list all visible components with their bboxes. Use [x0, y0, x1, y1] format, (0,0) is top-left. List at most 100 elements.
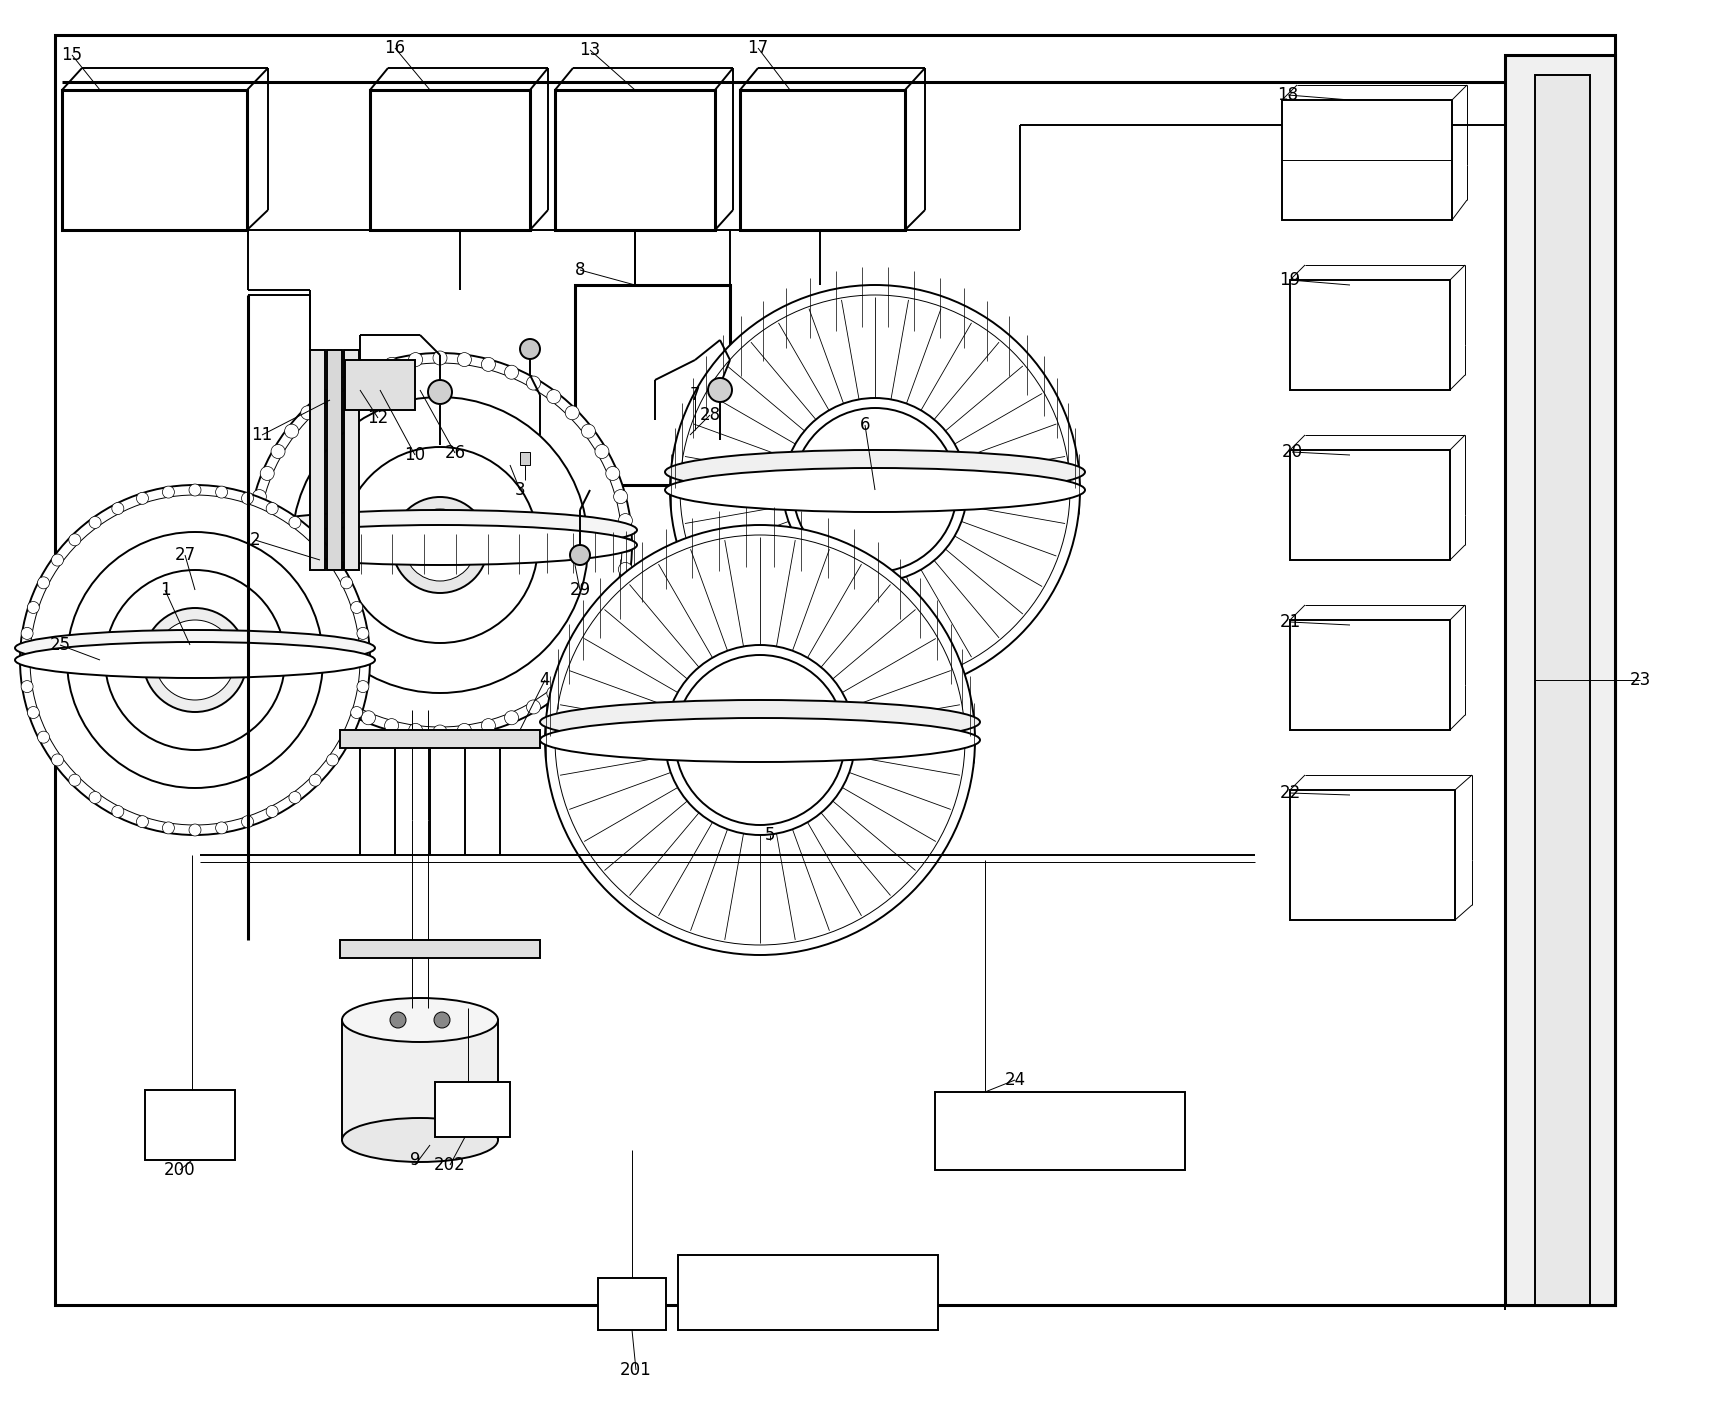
Text: 29: 29	[569, 581, 590, 598]
Circle shape	[252, 587, 266, 600]
Circle shape	[111, 805, 123, 817]
Circle shape	[137, 492, 149, 505]
Circle shape	[547, 390, 561, 404]
Ellipse shape	[16, 630, 375, 666]
Bar	[342, 1020, 498, 1140]
Circle shape	[358, 681, 370, 692]
Circle shape	[505, 366, 519, 379]
Circle shape	[675, 655, 845, 825]
Text: 8: 8	[575, 261, 585, 279]
Circle shape	[288, 791, 300, 804]
Circle shape	[385, 719, 399, 733]
Circle shape	[155, 620, 234, 700]
Ellipse shape	[342, 998, 498, 1042]
Ellipse shape	[665, 450, 1085, 493]
Circle shape	[620, 537, 634, 552]
Circle shape	[566, 671, 580, 685]
Text: 26: 26	[444, 444, 465, 462]
Circle shape	[241, 815, 253, 828]
Text: 13: 13	[580, 41, 601, 60]
Circle shape	[566, 406, 580, 420]
Text: 5: 5	[766, 827, 776, 844]
Text: 201: 201	[620, 1361, 653, 1378]
Circle shape	[361, 710, 375, 725]
Circle shape	[681, 295, 1069, 685]
Circle shape	[391, 1012, 406, 1028]
Circle shape	[408, 353, 422, 367]
Circle shape	[300, 671, 314, 685]
Bar	[340, 730, 540, 749]
Circle shape	[248, 563, 262, 576]
Text: 11: 11	[252, 425, 273, 444]
Circle shape	[521, 339, 540, 359]
Circle shape	[259, 363, 621, 727]
Circle shape	[319, 390, 333, 404]
Circle shape	[432, 725, 446, 739]
Circle shape	[595, 631, 609, 645]
Circle shape	[69, 533, 82, 546]
Circle shape	[52, 754, 64, 766]
Text: 7: 7	[689, 386, 700, 404]
Circle shape	[606, 610, 620, 624]
Circle shape	[271, 444, 285, 458]
Text: 28: 28	[700, 406, 720, 424]
Circle shape	[526, 700, 540, 713]
Text: 23: 23	[1630, 671, 1651, 689]
Text: 16: 16	[384, 40, 406, 57]
Circle shape	[189, 824, 201, 837]
Bar	[345, 360, 415, 410]
Bar	[436, 1082, 510, 1137]
Text: 20: 20	[1281, 442, 1302, 461]
Circle shape	[28, 601, 40, 614]
Circle shape	[359, 654, 372, 666]
Circle shape	[309, 533, 321, 546]
Circle shape	[21, 681, 33, 692]
Circle shape	[582, 424, 595, 438]
Circle shape	[260, 610, 274, 624]
Circle shape	[38, 577, 50, 588]
Circle shape	[595, 444, 609, 458]
Bar	[936, 1092, 1186, 1170]
Ellipse shape	[243, 510, 637, 550]
Bar	[1505, 55, 1614, 1305]
Circle shape	[708, 379, 733, 401]
Bar	[740, 89, 904, 230]
Text: 19: 19	[1279, 271, 1300, 289]
Bar	[344, 350, 359, 570]
Circle shape	[300, 406, 314, 420]
Circle shape	[189, 484, 201, 496]
Ellipse shape	[540, 700, 981, 744]
Circle shape	[481, 719, 495, 733]
Bar	[679, 1255, 937, 1330]
Text: 3: 3	[514, 481, 526, 499]
Circle shape	[21, 627, 33, 640]
Bar	[556, 89, 715, 230]
Bar	[521, 452, 529, 465]
Ellipse shape	[342, 1117, 498, 1161]
Circle shape	[665, 645, 856, 835]
Circle shape	[526, 376, 540, 390]
Circle shape	[215, 486, 227, 498]
Circle shape	[606, 467, 620, 481]
Circle shape	[569, 545, 590, 564]
Circle shape	[793, 408, 957, 571]
Circle shape	[319, 686, 333, 700]
Ellipse shape	[540, 718, 981, 761]
Circle shape	[434, 1012, 450, 1028]
Circle shape	[613, 587, 628, 600]
Bar	[146, 1090, 234, 1160]
Bar	[311, 350, 325, 570]
Circle shape	[326, 554, 339, 566]
Bar	[1281, 101, 1451, 220]
Bar	[340, 940, 540, 959]
Circle shape	[556, 535, 965, 944]
Circle shape	[340, 732, 352, 743]
Bar	[1290, 790, 1455, 920]
Text: 12: 12	[368, 408, 389, 427]
Text: 15: 15	[61, 45, 83, 64]
Circle shape	[783, 398, 967, 581]
Text: 200: 200	[165, 1161, 196, 1178]
Circle shape	[292, 397, 589, 693]
Circle shape	[271, 631, 285, 645]
Bar	[326, 350, 342, 570]
